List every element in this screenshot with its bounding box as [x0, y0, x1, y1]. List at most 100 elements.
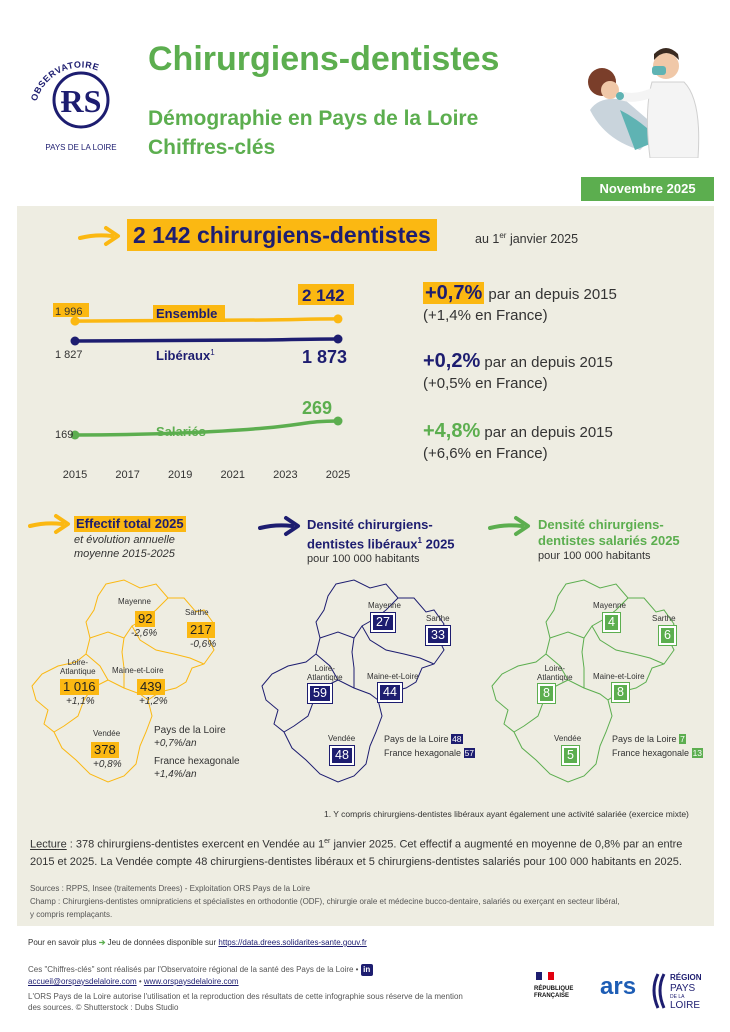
stat-salaries-france: (+6,6% en France) — [423, 445, 548, 462]
map1-name-maine-et-loire: Maine-et-Loire — [112, 666, 164, 675]
map3-france: France hexagonale 13 — [612, 748, 704, 758]
region-pays-de-la-loire-logo: RÉGION PAYS DE LA LOIRE — [652, 973, 702, 1011]
map1-evo-maine-et-loire: +1,2% — [139, 696, 168, 707]
map3-value-loire-atlantique: 8 — [537, 683, 556, 704]
footer-contact: accueil@orspaysdelaloire.com • www.orspa… — [28, 977, 239, 986]
map1-name-sarthe: Sarthe — [185, 608, 209, 617]
map-liberaux — [261, 579, 445, 783]
footnote: 1. Y compris chirurgiens-dentistes libér… — [324, 809, 689, 819]
headline-total: 2 142 chirurgiens-dentistes — [127, 219, 437, 251]
x-tick-label: 2017 — [115, 469, 139, 481]
linkedin-icon[interactable]: in — [360, 964, 373, 976]
headline-date: au 1er janvier 2025 — [475, 231, 579, 247]
map2-region-value: 48 — [451, 734, 463, 744]
x-tick-label: 2023 — [273, 469, 297, 481]
map2-name-vendee: Vendée — [328, 734, 356, 743]
map3-name-maine-et-loire: Maine-et-Loire — [593, 672, 645, 681]
map1-value-mayenne: 92 — [135, 611, 156, 627]
svg-text:DE LA: DE LA — [670, 994, 685, 1000]
map3-name-vendee: Vendée — [554, 734, 582, 743]
arrow-right-icon — [28, 514, 70, 534]
map1-name-mayenne: Mayenne — [118, 597, 151, 606]
logo-text-bottom: PAYS DE LA LOIRE — [45, 143, 116, 152]
data-link[interactable]: https://data.drees.solidarites-sante.gou… — [218, 938, 367, 947]
series-name-1: Libéraux1 — [156, 348, 215, 363]
arrow-right-icon — [488, 516, 530, 536]
series-start-point-2 — [70, 430, 80, 440]
arrow-right-icon — [258, 516, 300, 536]
series-end-label-0: 2 142 — [302, 286, 345, 305]
department-border — [361, 625, 435, 665]
email-link[interactable]: accueil@orspaysdelaloire.com — [28, 977, 137, 986]
section-effectif-title: Effectif total 2025 — [74, 516, 186, 532]
map3-france-value: 13 — [691, 748, 704, 758]
section-liberaux-header: Densité chirurgiens- dentistes libéraux1… — [307, 517, 455, 566]
series-end-label-1: 1 873 — [302, 347, 347, 367]
map3-name-sarthe: Sarthe — [652, 614, 676, 623]
series-start-point-0 — [70, 316, 80, 326]
stat-salaries: +4,8% par an depuis 2015 (+6,6% en Franc… — [423, 420, 613, 463]
map1-region-label: Pays de la Loire — [154, 725, 226, 736]
map2-france: France hexagonale 57 — [384, 748, 476, 758]
sources: Sources : RPPS, Insee (traitements Drees… — [30, 884, 620, 919]
department-border — [581, 637, 585, 688]
arrow-right-icon — [78, 226, 120, 246]
series-start-label-bg-0 — [53, 303, 89, 317]
svg-text:ars: ars — [600, 973, 636, 1000]
department-border — [85, 653, 149, 701]
svg-text:FRANÇAISE: FRANÇAISE — [534, 993, 569, 999]
series-name-bg-0 — [153, 305, 225, 322]
x-tick-label: 2015 — [63, 469, 87, 481]
series-end-point-2 — [333, 416, 343, 426]
map2-value-maine-et-loire: 44 — [377, 682, 403, 703]
svg-text:LOIRE: LOIRE — [670, 1000, 700, 1011]
stat-ensemble: +0,7% par an depuis 2015 (+1,4% en Franc… — [423, 282, 617, 324]
map3-value-vendee: 5 — [561, 745, 580, 766]
website-link[interactable]: www.orspaysdelaloire.com — [143, 977, 239, 986]
series-line-2 — [73, 419, 340, 437]
series-start-label-2: 169 — [55, 429, 73, 441]
x-tick-label: 2019 — [168, 469, 192, 481]
stat-ensemble-france: (+1,4% en France) — [423, 307, 548, 324]
map3-value-mayenne: 4 — [602, 612, 621, 633]
map3-value-maine-et-loire: 8 — [611, 682, 630, 703]
x-tick-label: 2025 — [326, 469, 350, 481]
map1-name-vendee: Vendée — [93, 729, 121, 738]
map1-value-vendee: 378 — [91, 742, 119, 758]
partner-logos: RÉPUBLIQUE FRANÇAISE ars RÉGION PAYS DE … — [534, 972, 702, 1011]
main-panel — [17, 206, 714, 926]
map1-value-maine-et-loire: 439 — [137, 679, 165, 695]
stat-liberaux: +0,2% par an depuis 2015 (+0,5% en Franc… — [423, 350, 613, 393]
department-border — [315, 653, 379, 701]
series-start-point-1 — [70, 336, 80, 346]
series-line-0 — [73, 317, 340, 323]
map3-name-loire-atlantique: Loire- Atlantique — [537, 664, 573, 682]
page-title: Chirurgiens-dentistes — [148, 40, 500, 78]
map2-region: Pays de la Loire 48 — [384, 734, 463, 744]
region-outline — [31, 579, 215, 783]
map2-name-mayenne: Mayenne — [368, 601, 401, 610]
map2-name-sarthe: Sarthe — [426, 614, 450, 623]
stat-ensemble-pct: +0,7% — [423, 282, 485, 304]
series-start-label-1: 1 827 — [55, 349, 83, 361]
stat-liberaux-france: (+0,5% en France) — [423, 375, 548, 392]
series-end-point-1 — [333, 334, 343, 344]
republique-francaise-logo: RÉPUBLIQUE FRANÇAISE — [534, 972, 573, 999]
map2-france-value: 57 — [463, 748, 476, 758]
map2-value-mayenne: 27 — [370, 612, 396, 633]
map1-name-loire-atlantique: Loire- Atlantique — [60, 658, 96, 676]
map2-name-loire-atlantique: Loire- Atlantique — [307, 664, 343, 682]
arrow-right-icon: ➔ — [98, 938, 106, 947]
map1-evo-vendee: +0,8% — [93, 759, 122, 770]
map1-region-evo: +0,7%/an — [154, 738, 197, 749]
subtitle-line1: Démographie en Pays de la Loire — [148, 107, 479, 130]
map2-name-maine-et-loire: Maine-et-Loire — [367, 672, 419, 681]
map2-value-vendee: 48 — [329, 745, 355, 766]
region-outline — [261, 579, 445, 783]
trend-chart: 1 996 Ensemble 2 142 1 827 Libéraux1 1 873 169… — [53, 284, 354, 481]
reading-note: Lecture : 378 chirurgiens-dentistes exer… — [30, 838, 683, 868]
department-border — [545, 653, 609, 701]
map3-region: Pays de la Loire 7 — [612, 734, 686, 744]
ors-logo: OBSERVATOIRE ɌS PAYS DE LA LOIRE — [29, 59, 117, 152]
svg-text:RÉGION: RÉGION — [670, 973, 702, 982]
